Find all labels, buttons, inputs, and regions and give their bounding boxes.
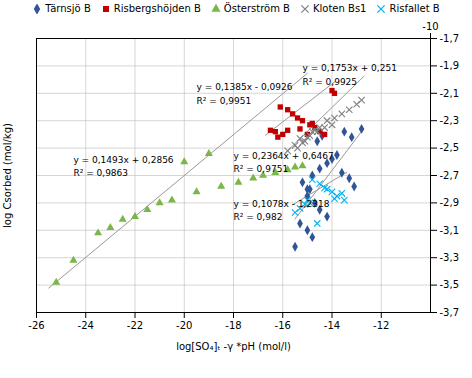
svg-text:y = 0,1493x + 0,2856: y = 0,1493x + 0,2856 [73, 155, 173, 165]
svg-text:-3,5: -3,5 [440, 279, 460, 290]
svg-text:y = 0,2364x + 0,6467: y = 0,2364x + 0,6467 [234, 151, 334, 161]
svg-text:-2,7: -2,7 [440, 170, 460, 181]
svg-text:-20: -20 [176, 320, 192, 331]
svg-text:-2,5: -2,5 [440, 142, 460, 153]
svg-text:R² = 0,9925: R² = 0,9925 [302, 77, 357, 87]
svg-text:y = 0,1078x - 1,2318: y = 0,1078x - 1,2318 [234, 199, 330, 209]
svg-text:-2,1: -2,1 [440, 88, 460, 99]
svg-text:-22: -22 [127, 320, 143, 331]
svg-text:-26: -26 [28, 320, 44, 331]
html-text:Tärnsjö B: Tärnsjö B [45, 3, 91, 14]
svg-text:-3,1: -3,1 [440, 225, 460, 236]
svg-text:R² = 0,9951: R² = 0,9951 [197, 96, 252, 106]
svg-text:-14: -14 [324, 320, 340, 331]
html-text:Österström B: Österström B [223, 3, 290, 14]
svg-text:log[SO₄]ₜ -γ *pH (mol/l): log[SO₄]ₜ -γ *pH (mol/l) [176, 341, 291, 352]
svg-text:-2,9: -2,9 [440, 197, 460, 208]
svg-text:-16: -16 [275, 320, 291, 331]
svg-text:y = 0,1385x - 0,0926: y = 0,1385x - 0,0926 [197, 82, 293, 92]
svg-text:-2,3: -2,3 [440, 115, 460, 126]
svg-text:log Csorbed (mol/kg): log Csorbed (mol/kg) [2, 123, 13, 228]
html-text:Kloten Bs1: Kloten Bs1 [313, 3, 367, 14]
svg-text:-24: -24 [78, 320, 94, 331]
html-text:Risfallet B: Risfallet B [389, 3, 440, 14]
svg-text:R² = 0,9863: R² = 0,9863 [73, 168, 128, 178]
svg-text:R² = 0,982: R² = 0,982 [234, 212, 283, 222]
svg-text:-3,3: -3,3 [440, 252, 460, 263]
svg-text:-1,9: -1,9 [440, 60, 460, 71]
svg-text:-1,7: -1,7 [440, 33, 460, 44]
svg-text:-3,7: -3,7 [440, 307, 460, 318]
svg-text:R² = 0,9751: R² = 0,9751 [234, 164, 289, 174]
svg-text:y = 0,1753x + 0,251: y = 0,1753x + 0,251 [302, 63, 396, 73]
svg-text:-18: -18 [225, 320, 241, 331]
svg-text:-12: -12 [373, 320, 389, 331]
html-text:Risbergshöjden B: Risbergshöjden B [113, 3, 201, 14]
svg-text:-10: -10 [422, 21, 438, 32]
